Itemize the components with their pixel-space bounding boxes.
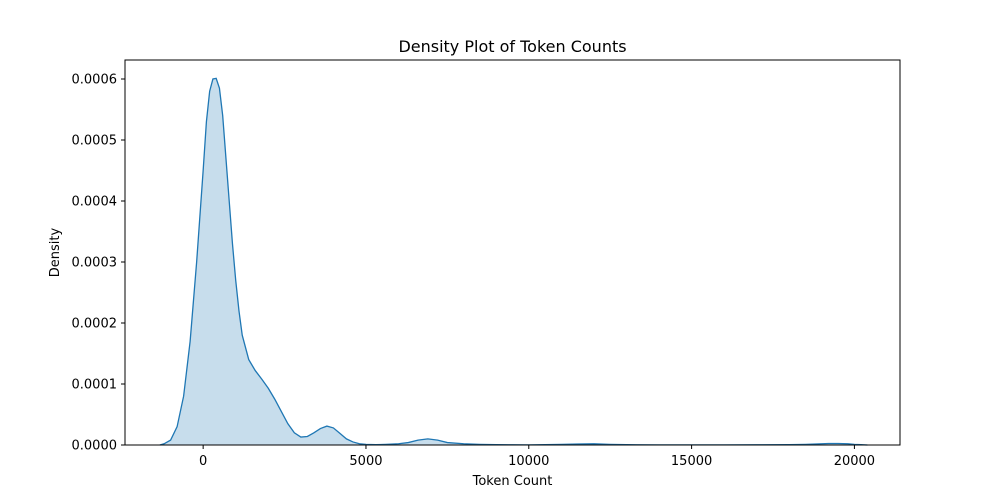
x-tick-label: 5000 [349, 454, 382, 469]
y-tick-label: 0.0002 [72, 317, 118, 332]
x-tick-label: 15000 [671, 454, 712, 469]
x-tick-label: 0 [199, 454, 207, 469]
x-tick-label: 20000 [834, 454, 875, 469]
y-tick-label: 0.0004 [72, 195, 118, 210]
chart-title: Density Plot of Token Counts [398, 37, 626, 56]
y-axis-ticks: 0.0000 0.0001 0.0002 0.0003 0.0004 0.0005 0.00… [72, 73, 125, 454]
y-tick-label: 0.0003 [72, 256, 118, 271]
y-axis-title: Density [48, 227, 63, 277]
density-area-fill [159, 78, 868, 445]
x-axis-title: Token Count [472, 474, 553, 489]
x-axis-ticks: 0 5000 10000 15000 20000 [199, 445, 875, 469]
y-tick-label: 0.0006 [72, 73, 118, 88]
y-tick-label: 0.0001 [72, 378, 118, 393]
axes-frame [124, 59, 901, 446]
y-tick-label: 0.0000 [72, 439, 118, 454]
x-tick-label: 10000 [508, 454, 549, 469]
y-tick-label: 0.0005 [72, 134, 118, 149]
